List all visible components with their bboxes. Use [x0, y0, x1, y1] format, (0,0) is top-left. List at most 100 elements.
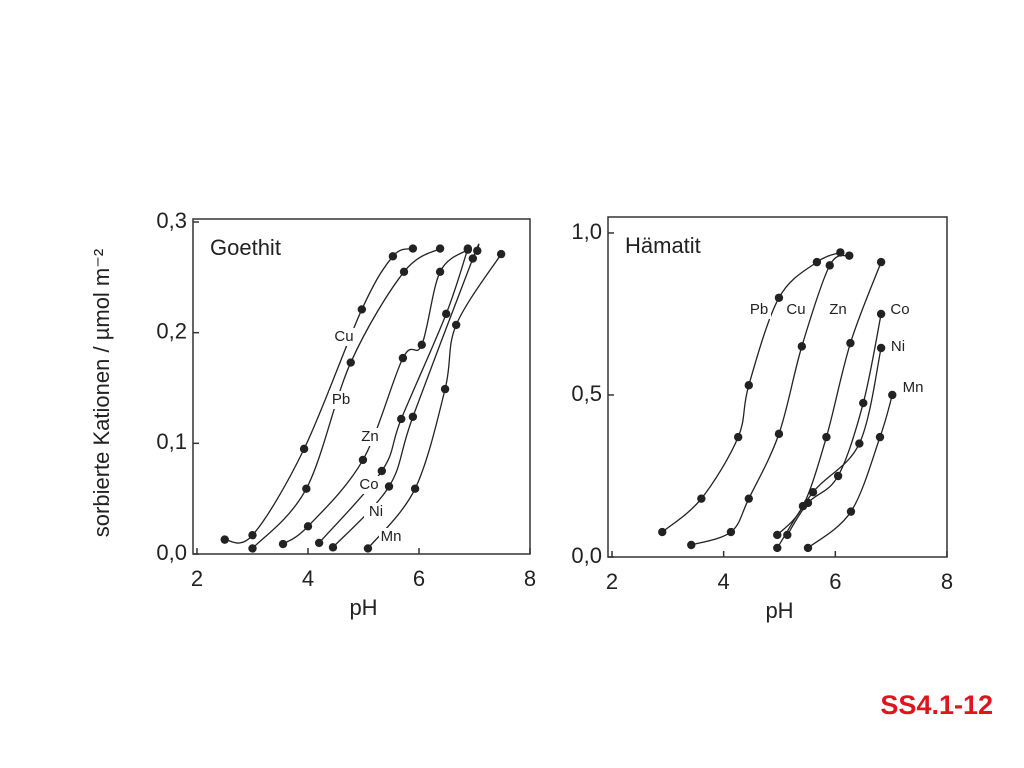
data-point	[314, 538, 324, 548]
y-axis-label: sorbierte Kationen / µmol m⁻²	[89, 249, 114, 537]
data-point	[377, 466, 387, 476]
data-point	[744, 381, 753, 390]
curve	[776, 347, 882, 549]
data-point	[468, 254, 478, 263]
series-label: Pb	[332, 391, 350, 408]
data-point	[473, 246, 482, 255]
data-point	[302, 484, 311, 493]
label-bg	[358, 428, 382, 446]
x-tick-label: 2	[606, 569, 618, 594]
slide-label: SS4.1-12	[880, 690, 993, 720]
data-point	[876, 343, 886, 353]
curve	[252, 247, 441, 549]
data-point	[846, 338, 855, 348]
data-point	[803, 498, 813, 508]
series-label: Mn	[903, 379, 924, 396]
data-point	[220, 535, 229, 544]
x-tick-label: 8	[524, 566, 536, 591]
x-tick-label: 6	[829, 569, 841, 594]
label-bg	[886, 338, 910, 356]
data-point	[399, 267, 409, 276]
data-point	[825, 261, 834, 270]
data-point	[440, 384, 450, 394]
data-point	[733, 432, 743, 442]
data-point	[408, 412, 418, 421]
data-point	[463, 244, 473, 253]
data-point	[812, 257, 822, 267]
data-point	[451, 320, 461, 330]
series-label: Cu	[786, 301, 805, 318]
data-point	[496, 249, 506, 259]
series-label: Ni	[891, 338, 905, 355]
label-bg	[784, 301, 808, 319]
label-bg	[364, 503, 388, 521]
data-point	[363, 544, 373, 553]
curve	[282, 249, 469, 545]
y-tick-label: 0,2	[156, 318, 187, 343]
data-point	[726, 527, 736, 537]
label-bg	[826, 301, 850, 319]
x-axis-label: pH	[349, 595, 377, 620]
data-point	[687, 540, 696, 550]
data-point	[774, 293, 784, 302]
data-point	[328, 543, 338, 552]
data-point	[357, 305, 367, 314]
data-point	[876, 309, 886, 319]
data-point	[346, 358, 355, 367]
data-point	[410, 484, 420, 493]
label-bg	[901, 379, 925, 397]
series-label: Co	[359, 476, 378, 493]
data-point	[836, 248, 845, 257]
series-label: Mn	[381, 528, 402, 545]
series-label: Zn	[829, 301, 847, 318]
data-point	[658, 527, 667, 537]
x-tick-label: 2	[191, 566, 203, 591]
y-tick-label: 0,5	[571, 381, 602, 406]
data-point	[808, 487, 818, 497]
data-point	[773, 543, 782, 553]
data-point	[248, 544, 257, 553]
data-point	[697, 494, 706, 503]
data-point	[822, 432, 831, 442]
data-point	[773, 530, 782, 540]
curve	[807, 394, 893, 549]
curve	[224, 247, 414, 544]
data-point	[855, 439, 864, 448]
data-point	[408, 244, 418, 253]
data-point	[797, 342, 807, 351]
chart-title: Hämatit	[625, 233, 701, 258]
y-tick-label: 1,0	[571, 219, 602, 244]
curve	[691, 254, 850, 546]
data-point	[397, 414, 406, 424]
label-bg	[747, 301, 771, 319]
data-point	[384, 482, 394, 491]
series-label: Ni	[369, 503, 383, 520]
data-point	[833, 471, 843, 481]
x-tick-label: 4	[302, 566, 314, 591]
data-point	[303, 522, 313, 531]
curve	[332, 243, 480, 548]
data-point	[278, 539, 288, 549]
series-label: Zn	[361, 428, 379, 445]
y-tick-label: 0,0	[156, 540, 187, 565]
series-label: Co	[890, 301, 909, 318]
y-tick-label: 0,1	[156, 429, 187, 454]
y-tick-label: 0,0	[571, 543, 602, 568]
data-point	[417, 340, 426, 350]
data-point	[845, 251, 854, 260]
chart-title: Goethit	[210, 235, 281, 260]
data-point	[846, 507, 856, 516]
data-point	[299, 444, 309, 454]
label-bg	[332, 328, 356, 346]
data-point	[875, 432, 885, 442]
label-bg	[357, 476, 381, 494]
data-point	[859, 398, 868, 408]
x-tick-label: 8	[941, 569, 953, 594]
data-point	[441, 309, 451, 319]
label-bg	[329, 391, 353, 409]
plot-frame	[192, 218, 531, 555]
data-point	[388, 252, 398, 261]
series-label: Pb	[750, 301, 768, 318]
